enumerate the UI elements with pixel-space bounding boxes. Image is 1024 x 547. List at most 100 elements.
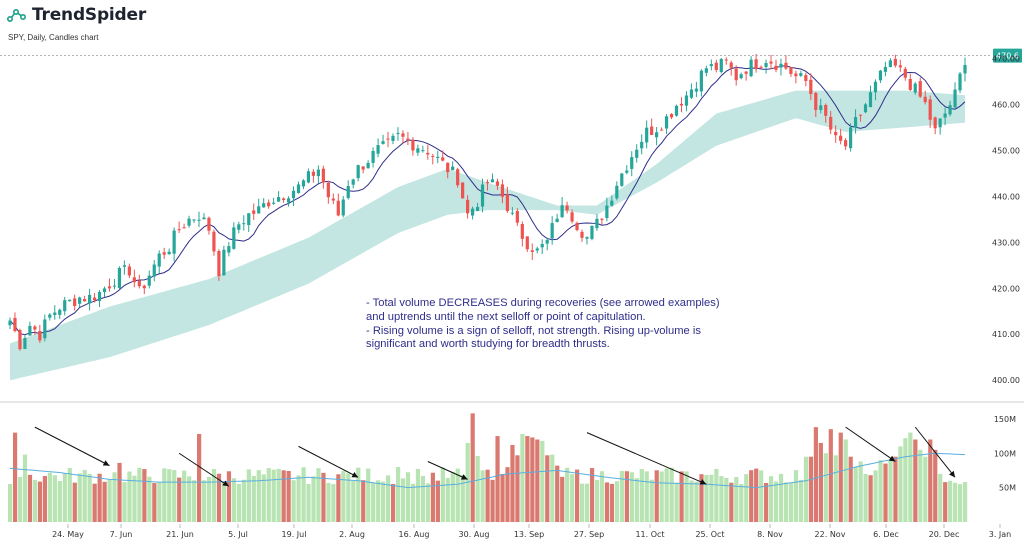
volume-bar — [599, 471, 605, 522]
candle — [53, 312, 57, 315]
volume-bar — [435, 480, 440, 522]
candle — [396, 132, 400, 134]
volume-bar — [903, 438, 908, 522]
volume-axis-tick: 150M — [994, 415, 1016, 424]
candle — [23, 338, 27, 349]
volume-bar — [261, 474, 266, 522]
candle — [888, 60, 892, 67]
volume-bar — [211, 469, 217, 522]
volume-bar — [783, 482, 789, 522]
volume-bar — [759, 470, 764, 522]
candle — [610, 200, 614, 206]
candle — [480, 184, 485, 207]
volume-bar — [22, 454, 28, 522]
candle — [272, 202, 276, 204]
volume-bar — [545, 455, 550, 522]
moving-average-line — [9, 65, 966, 336]
candle — [351, 179, 355, 185]
chart-title: SPY, Daily, Candles chart — [8, 33, 99, 42]
volume-bar — [644, 471, 649, 522]
volume-bar — [455, 468, 460, 522]
price-pane — [0, 53, 990, 381]
x-axis-tick: 5. Jul — [228, 530, 248, 539]
volume-bar — [659, 471, 664, 522]
candle — [794, 73, 798, 77]
candle — [694, 88, 699, 92]
volume-bar — [137, 467, 142, 522]
candle — [600, 218, 604, 220]
volume-bar — [371, 482, 376, 522]
volume-bar — [719, 476, 724, 522]
candle — [371, 151, 375, 163]
volume-bar — [584, 483, 590, 522]
candle — [366, 162, 370, 169]
volume-bar — [908, 432, 913, 522]
volume-bar — [724, 477, 729, 522]
candle — [779, 63, 783, 68]
volume-bar — [913, 439, 918, 522]
candle — [729, 62, 733, 68]
volume-bar — [818, 442, 823, 522]
candle — [893, 58, 897, 66]
candle — [242, 223, 246, 225]
candle — [545, 239, 549, 244]
volume-bar — [162, 468, 167, 522]
volume-bar — [808, 456, 814, 522]
candle — [202, 217, 206, 220]
volume-bar — [505, 467, 510, 522]
candle — [525, 236, 529, 250]
volume-bar — [923, 456, 928, 522]
volume-bar — [67, 468, 72, 522]
candle — [565, 205, 569, 211]
candle — [550, 223, 554, 239]
volume-bar — [241, 479, 246, 522]
candle — [431, 155, 435, 157]
volume-bar — [395, 467, 401, 522]
volume-bar — [838, 432, 843, 522]
volume-bar — [729, 482, 734, 522]
candle — [58, 309, 62, 315]
candle — [645, 127, 649, 143]
candle — [913, 83, 917, 93]
candle — [172, 230, 176, 254]
volume-bar — [236, 483, 242, 522]
volume-bar — [684, 471, 689, 522]
trend-arrow — [178, 452, 230, 487]
brand[interactable]: TrendSpider — [6, 4, 146, 26]
volume-bar — [679, 471, 684, 522]
volume-bar — [102, 481, 107, 522]
volume-bar — [201, 480, 207, 522]
volume-bar — [475, 456, 480, 522]
x-axis-tick: 11. Oct — [635, 530, 664, 539]
volume-bar — [127, 471, 132, 522]
candle — [824, 105, 828, 116]
volume-bar — [873, 470, 878, 522]
candle — [33, 326, 37, 330]
candle — [809, 79, 813, 95]
volume-bar — [286, 470, 291, 522]
candle — [207, 217, 211, 231]
volume-pane — [8, 413, 968, 522]
price-axis-tick: 400.00 — [992, 376, 1020, 385]
volume-bar — [540, 440, 545, 522]
candle — [475, 206, 480, 211]
volume-bar — [604, 482, 610, 522]
volume-bar — [415, 468, 421, 522]
volume-bar — [62, 473, 67, 522]
trend-arrow — [586, 432, 707, 485]
volume-bar — [778, 473, 784, 522]
volume-bar — [430, 472, 435, 522]
volume-bar — [485, 469, 490, 522]
last-price-badge — [993, 48, 1022, 63]
candle — [878, 70, 883, 81]
trend-arrow — [427, 461, 468, 480]
candle — [401, 133, 405, 137]
candle — [689, 89, 694, 98]
candle — [615, 185, 619, 199]
candle — [222, 249, 226, 276]
candle — [411, 139, 415, 151]
volume-bar — [460, 474, 465, 522]
volume-bar — [535, 439, 540, 522]
x-axis-tick: 6. Dec — [873, 530, 899, 539]
